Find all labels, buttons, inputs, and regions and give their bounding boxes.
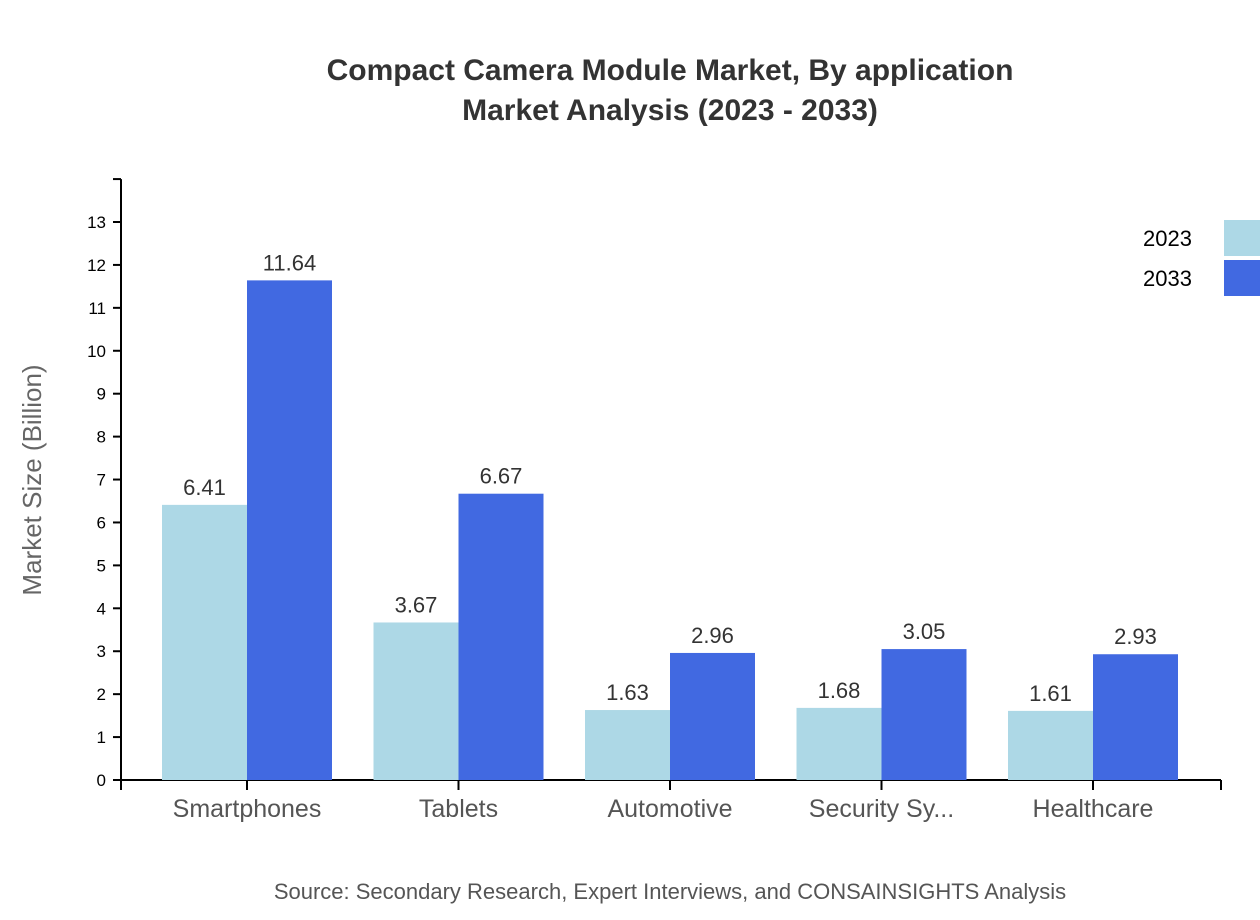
y-tick-label: 0 [97, 771, 106, 790]
y-tick-label: 12 [87, 256, 106, 275]
x-tick-label: Tablets [419, 795, 498, 823]
source-note: Source: Secondary Research, Expert Inter… [274, 879, 1066, 904]
bar-2023 [162, 504, 247, 780]
y-axis-label: Market Size (Billion) [17, 364, 47, 595]
y-tick-label: 6 [97, 513, 106, 532]
x-tick-label: Security Sy... [809, 795, 954, 823]
x-tick-label: Automotive [607, 795, 732, 823]
chart-title: Compact Camera Module Market, By applica… [327, 54, 1014, 87]
y-tick-label: 3 [97, 642, 106, 661]
y-tick-label: 2 [97, 685, 106, 704]
legend-swatch-2023 [1224, 220, 1260, 256]
data-label: 11.64 [263, 250, 316, 275]
y-tick-label: 5 [97, 556, 106, 575]
bar-2033 [247, 280, 332, 780]
y-tick-label: 9 [97, 385, 106, 404]
data-label: 2.93 [1114, 624, 1157, 649]
bar-2033 [458, 493, 544, 780]
bar-2033 [670, 652, 755, 780]
chart-subtitle: Market Analysis (2023 - 2033) [462, 94, 878, 127]
data-label: 1.68 [818, 678, 861, 703]
legend-label: 2033 [1143, 266, 1192, 291]
legend: 2023 2033 [1143, 220, 1260, 296]
x-tick-label: Smartphones [173, 795, 322, 823]
data-label: 3.05 [903, 619, 946, 644]
legend-swatch-2033 [1224, 260, 1260, 296]
y-tick-label: 8 [97, 428, 106, 447]
bars: 6.41 11.64 3.67 6.67 1.63 2.96 1.68 3.05 1.61 2.9… [162, 250, 1178, 780]
y-tick-label: 4 [97, 599, 106, 618]
y-tick-label: 11 [88, 299, 106, 318]
x-tick-label: Healthcare [1033, 795, 1154, 823]
legend-label: 2023 [1143, 226, 1192, 251]
bar-2033 [1093, 654, 1178, 780]
data-label: 6.41 [183, 475, 226, 500]
data-label: 1.61 [1029, 681, 1072, 706]
bar-2023 [585, 710, 670, 780]
data-label: 1.63 [606, 680, 649, 705]
bar-2033 [881, 649, 967, 780]
y-tick-label: 1 [97, 728, 106, 747]
data-label: 6.67 [480, 464, 523, 489]
y-tick-label: 10 [87, 342, 106, 361]
data-label: 3.67 [395, 592, 438, 617]
bar-2023 [373, 622, 459, 780]
bar-2023 [796, 707, 882, 780]
data-label: 2.96 [691, 623, 734, 648]
y-tick-label: 7 [97, 471, 106, 490]
y-tick-label: 13 [87, 213, 106, 232]
bar-2023 [1008, 710, 1093, 780]
